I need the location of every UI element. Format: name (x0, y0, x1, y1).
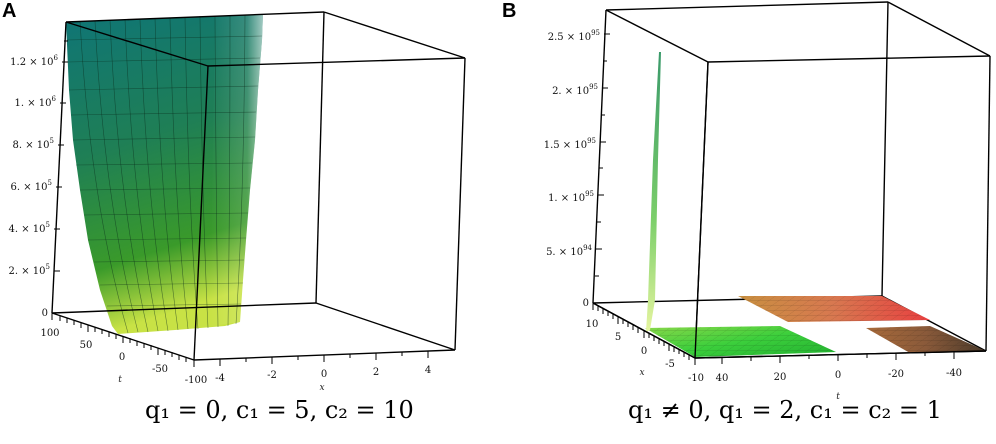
panel-b: B (498, 0, 996, 444)
x-tick-a-2: 0 (321, 369, 327, 380)
z-tick-a-3: 6. × 105 (11, 179, 52, 193)
z-tick-b-5: 2.5 × 1095 (548, 29, 600, 43)
x-tick-b-4: -10 (688, 373, 704, 384)
surface-b (645, 52, 986, 357)
t-tick-a-1: 50 (80, 340, 93, 351)
t-axis-a (51, 313, 195, 367)
x-tick-b-2: 0 (641, 346, 647, 357)
x-axis-label-a: x (319, 383, 324, 393)
t-tick-b-1: 20 (774, 372, 787, 383)
x-tick-a-4: 4 (425, 365, 431, 376)
z-tick-b-4: 2. × 1095 (552, 83, 598, 97)
x-tick-a-3: 2 (373, 367, 379, 378)
panel-b-letter: B (502, 0, 517, 22)
t-axis-label-b: t (836, 392, 840, 400)
z-axis-b (593, 33, 610, 304)
x-tick-a-0: -4 (215, 373, 225, 384)
z-tick-a-0: 0 (42, 308, 48, 319)
x-axis-b (592, 303, 696, 365)
x-tick-b-1: 5 (615, 332, 621, 343)
x-tick-a-1: -2 (267, 370, 277, 381)
x-tick-b-3: -5 (665, 359, 675, 370)
panel-a-caption: q₁ = 0, c₁ = 5, c₂ = 10 (145, 396, 414, 424)
panel-a-letter: A (2, 0, 17, 22)
panel-b-caption: q₁ ≠ 0, q₁ = 2, c₁ = c₂ = 1 (628, 396, 942, 424)
z-tick-b-0: 0 (583, 298, 589, 309)
z-axis-a (52, 40, 68, 314)
z-tick-a-6: 1.2 × 106 (10, 54, 58, 68)
t-tick-a-2: 0 (119, 352, 125, 363)
t-axis-b (721, 352, 955, 364)
t-tick-a-0: 100 (40, 328, 59, 339)
panel-a: A (2, 0, 466, 424)
z-tick-b-2: 1. × 1095 (548, 190, 594, 204)
t-tick-a-4: -100 (185, 375, 207, 386)
x-axis-label-b: x (639, 368, 644, 378)
x-axis-a (219, 351, 429, 366)
z-tick-a-5: 1. × 106 (15, 95, 57, 109)
t-axis-label-a: t (118, 375, 122, 385)
z-tick-b-3: 1.5 × 1095 (544, 137, 596, 151)
z-tick-a-4: 8. × 105 (13, 137, 54, 151)
panel-b-plot: 0 5. × 1094 1. × 1095 1.5 × 1095 2. × 10… (544, 1, 991, 400)
z-tick-a-1: 2. × 105 (9, 263, 50, 277)
z-tick-b-1: 5. × 1094 (546, 244, 592, 258)
t-tick-b-2: 0 (835, 370, 841, 381)
t-tick-b-4: -40 (946, 368, 962, 379)
t-tick-a-3: -50 (152, 364, 168, 375)
bounding-box-a (51, 11, 466, 361)
z-tick-a-2: 4. × 105 (9, 221, 50, 235)
t-tick-b-0: 40 (716, 373, 729, 384)
surface-a (66, 14, 263, 334)
x-tick-b-0: 10 (586, 319, 599, 330)
t-tick-b-3: -20 (888, 369, 904, 380)
panel-a-plot: 0 2. × 105 4. × 105 6. × 105 8. × 105 1.… (9, 11, 466, 393)
